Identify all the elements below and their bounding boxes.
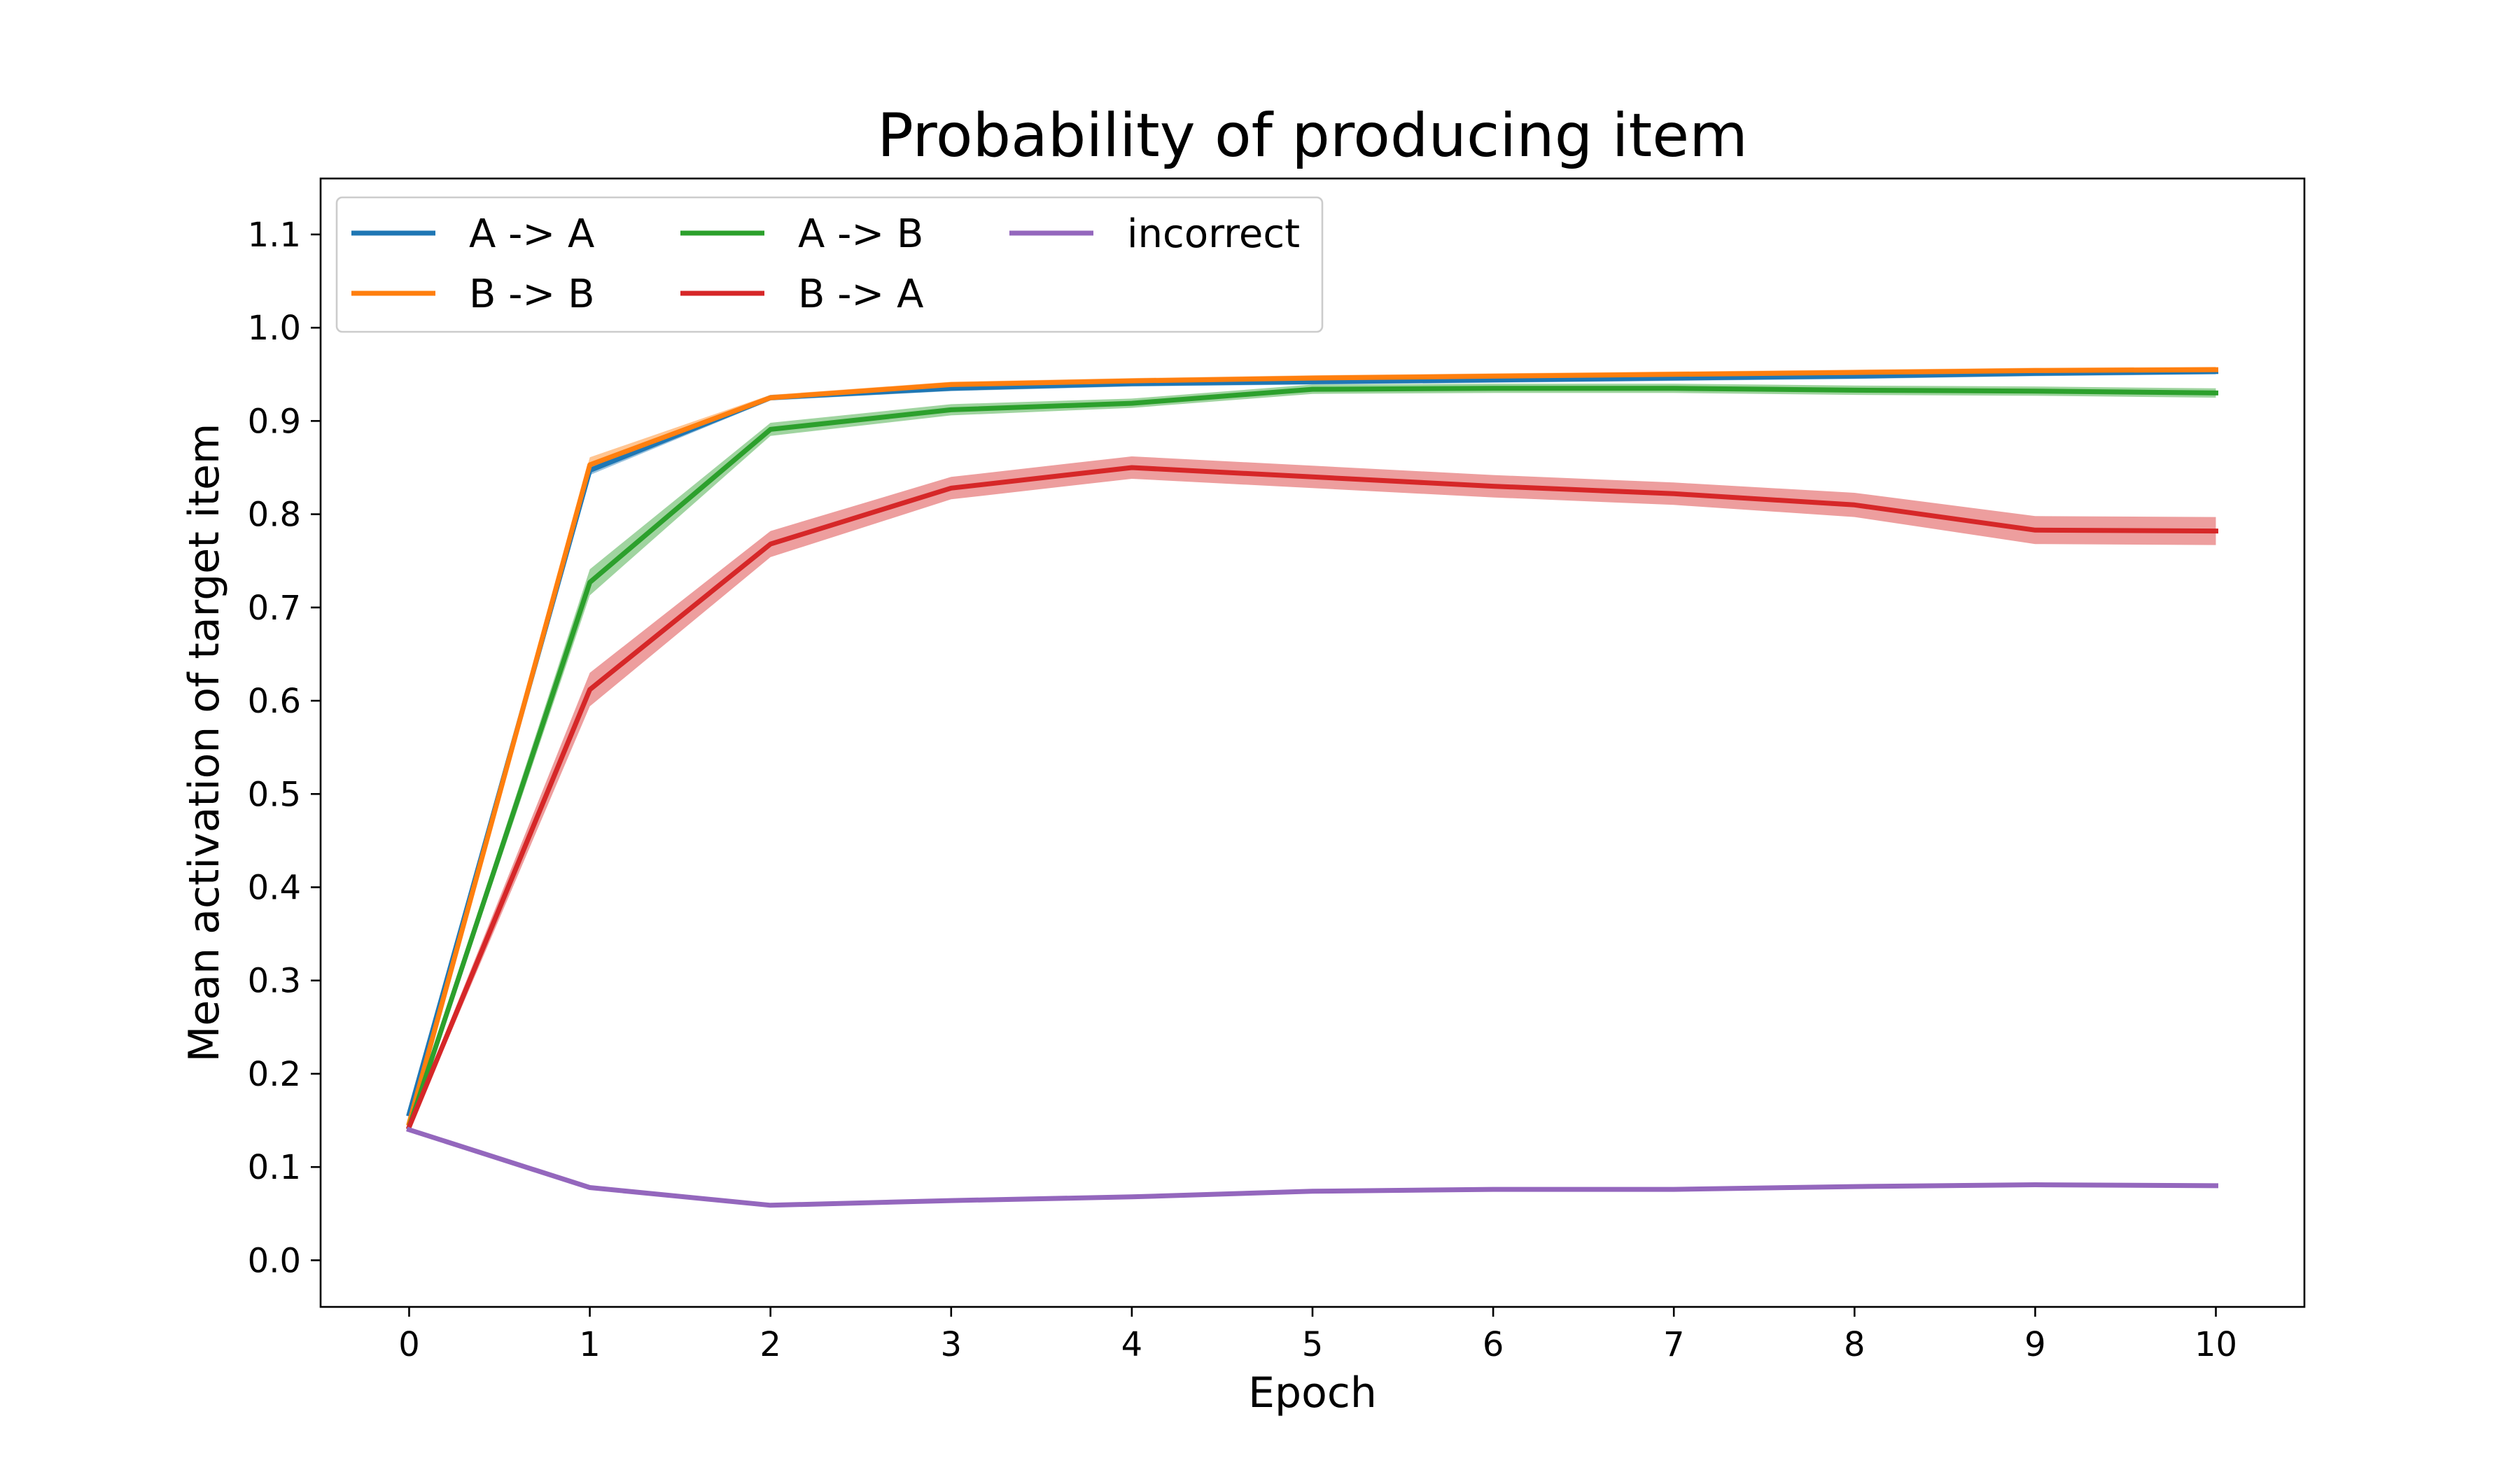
y-tick-label-8: 0.8 (248, 496, 301, 535)
x-tick-label-10: 10 (2194, 1325, 2237, 1364)
x-tick-label-2: 2 (760, 1325, 781, 1364)
x-axis-label: Epoch (1248, 1368, 1377, 1418)
series-3-band (409, 456, 2216, 1131)
y-tick-label-6: 0.6 (248, 682, 301, 721)
x-tick-label-5: 5 (1302, 1325, 1324, 1364)
series-lines (405, 367, 2219, 1208)
y-tick-label-7: 0.7 (248, 589, 301, 628)
y-tick-label-11: 1.1 (248, 216, 301, 255)
x-axis-ticks: 0 1 2 3 4 5 6 7 8 9 10 (398, 1307, 2237, 1364)
x-tick-label-6: 6 (1483, 1325, 1504, 1364)
x-tick-label-7: 7 (1663, 1325, 1685, 1364)
series-4-line (406, 1126, 2219, 1208)
series-2-line (406, 386, 2219, 1130)
y-tick-label-2: 0.2 (248, 1055, 301, 1094)
chart-title: Probability of producing item (877, 101, 1748, 171)
y-axis-label: Mean activation of target item (180, 424, 229, 1063)
series-3-line (405, 465, 2219, 1130)
legend: A -> A B -> B A -> B B -> A incorrect (335, 196, 1324, 333)
x-tick-label-4: 4 (1121, 1325, 1143, 1364)
legend-label-4: incorrect (1127, 211, 1300, 257)
y-tick-label-3: 0.3 (248, 962, 301, 1001)
y-tick-label-4: 0.4 (248, 868, 301, 907)
y-tick-label-0: 0.0 (248, 1241, 301, 1280)
x-tick-label-1: 1 (579, 1325, 601, 1364)
legend-label-0: A -> A (469, 211, 594, 257)
x-tick-label-3: 3 (941, 1325, 962, 1364)
legend-label-1: B -> B (469, 272, 595, 317)
series-1-line (406, 367, 2219, 1126)
x-tick-label-0: 0 (398, 1325, 420, 1364)
legend-label-3: B -> A (798, 272, 923, 317)
x-tick-label-9: 9 (2024, 1325, 2046, 1364)
x-tick-label-8: 8 (1844, 1325, 1865, 1364)
y-tick-label-10: 1.0 (248, 309, 301, 348)
y-tick-label-5: 0.5 (248, 775, 301, 814)
y-axis-ticks: 0.0 0.1 0.2 0.3 0.4 0.5 0.6 0.7 0.8 0.9 1.0 1.1 (248, 216, 321, 1280)
legend-label-2: A -> B (798, 211, 923, 257)
y-tick-label-9: 0.9 (248, 402, 301, 441)
y-tick-label-1: 0.1 (248, 1148, 301, 1187)
